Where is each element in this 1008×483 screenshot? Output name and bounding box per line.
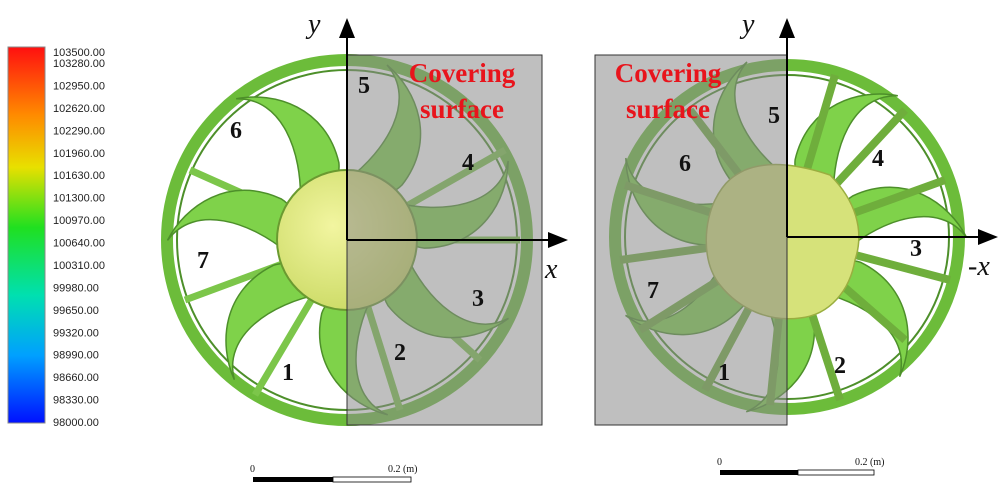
colorbar-label: 99980.00 <box>53 282 99 294</box>
blade-number: 4 <box>872 146 884 172</box>
figure: 103500.00103280.00102950.00102620.001022… <box>0 0 1008 483</box>
blade-number: 3 <box>910 236 922 262</box>
colorbar-label: 98330.00 <box>53 395 99 407</box>
axis-label: x <box>544 254 558 285</box>
colorbar-label: 98000.00 <box>53 417 99 429</box>
colorbar-label: 101960.00 <box>53 148 105 160</box>
blade-number: 7 <box>647 278 659 304</box>
colorbar-label: 100970.00 <box>53 215 105 227</box>
blade-number: 3 <box>472 286 484 312</box>
blade-number: 1 <box>282 360 294 386</box>
annotation: surface <box>626 94 710 124</box>
colorbar-label: 102290.00 <box>53 125 105 137</box>
colorbar-label: 98990.00 <box>53 350 99 362</box>
blade-number: 2 <box>834 353 846 379</box>
colorbar-label: 101630.00 <box>53 170 105 182</box>
colorbar-label: 99650.00 <box>53 305 99 317</box>
scale-label: 0 <box>717 457 722 468</box>
colorbar-label: 101300.00 <box>53 193 105 205</box>
colorbar-label: 98660.00 <box>53 372 99 384</box>
colorbar-label: 100640.00 <box>53 238 105 250</box>
colorbar-label: 100310.00 <box>53 260 105 272</box>
annotation: surface <box>420 94 504 124</box>
axis-label: y <box>739 9 755 40</box>
scale-bar: 0 0.2 (m) <box>250 464 417 482</box>
annotation: Covering <box>409 58 516 88</box>
blade-number: 5 <box>768 103 780 129</box>
blade-number: 1 <box>718 360 730 386</box>
colorbar-labels: 103500.00103280.00102950.00102620.001022… <box>53 47 105 429</box>
left-panel: y x Covering surface 5 6 4 7 3 2 1 0 0.2… <box>160 9 568 482</box>
axis-label: y <box>305 9 321 40</box>
blade-number: 2 <box>394 340 406 366</box>
scale-bar: 0 0.2 (m) <box>717 457 884 475</box>
blade-number: 5 <box>358 73 370 99</box>
axis-label: -x <box>968 251 990 282</box>
blade-number: 6 <box>230 118 242 144</box>
blade-number: 6 <box>679 151 691 177</box>
blade-number: 4 <box>462 150 474 176</box>
colorbar-label: 99320.00 <box>53 327 99 339</box>
scale-label: 0 <box>250 464 255 475</box>
colorbar <box>8 47 45 423</box>
scale-label: 0.2 (m) <box>855 457 884 468</box>
colorbar-label: 102620.00 <box>53 103 105 115</box>
scale-label: 0.2 (m) <box>388 464 417 475</box>
annotation: Covering <box>615 58 722 88</box>
colorbar-label: 102950.00 <box>53 80 105 92</box>
blade-number: 7 <box>197 248 209 274</box>
right-panel: y -x Covering surface 5 6 4 3 7 2 1 0 0.… <box>595 9 998 475</box>
colorbar-label: 103280.00 <box>53 58 105 70</box>
